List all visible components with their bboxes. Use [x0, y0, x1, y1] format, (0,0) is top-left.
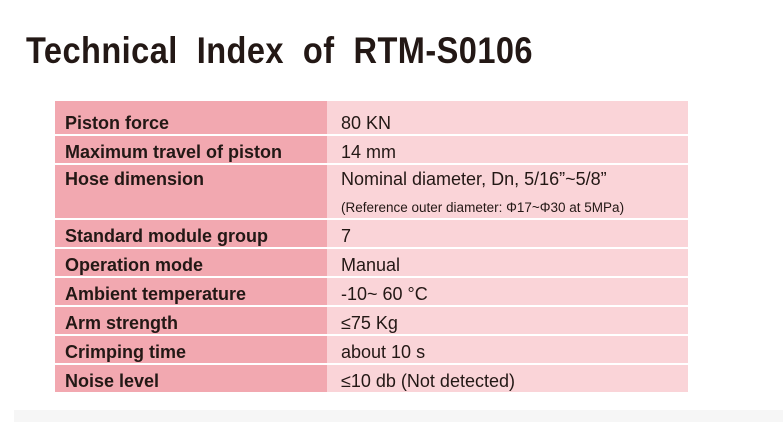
value-text: Nominal diameter, Dn, 5/16”~5/8” — [341, 169, 607, 189]
row-value: -10~ 60 °C — [327, 277, 688, 307]
row-value: Manual — [327, 248, 688, 278]
row-label: Arm strength — [55, 306, 327, 336]
table-row: Crimping time about 10 s — [55, 335, 688, 365]
row-value: Nominal diameter, Dn, 5/16”~5/8” (Referen… — [327, 164, 688, 220]
table-row: Standard module group 7 — [55, 219, 688, 249]
row-label: Ambient temperature — [55, 277, 327, 307]
row-value: ≤10 db (Not detected) — [327, 364, 688, 394]
shadow — [14, 410, 783, 422]
title: Technical Index of RTM-S0106 — [26, 30, 533, 71]
row-label: Noise level — [55, 364, 327, 394]
row-label: Maximum travel of piston — [55, 135, 327, 165]
table-row: Arm strength ≤75 Kg — [55, 306, 688, 336]
row-label: Hose dimension — [55, 164, 327, 220]
row-label: Crimping time — [55, 335, 327, 365]
row-value: 14 mm — [327, 135, 688, 165]
table-row: Operation mode Manual — [55, 248, 688, 278]
table-row: Maximum travel of piston 14 mm — [55, 135, 688, 165]
row-label: Standard module group — [55, 219, 327, 249]
table-row: Piston force 80 KN — [55, 101, 688, 136]
table-row: Ambient temperature -10~ 60 °C — [55, 277, 688, 307]
row-label: Operation mode — [55, 248, 327, 278]
row-label: Piston force — [55, 101, 327, 136]
spec-table: Piston force 80 KN Maximum travel of pisto… — [55, 101, 688, 394]
table-row: Hose dimension Nominal diameter, Dn, 5/16… — [55, 164, 688, 220]
table-row: Noise level ≤10 db (Not detected) — [55, 364, 688, 394]
value-note: (Reference outer diameter: Φ17~Φ30 at 5M… — [341, 200, 625, 215]
row-value: about 10 s — [327, 335, 688, 365]
row-value: 7 — [327, 219, 688, 249]
row-value: ≤75 Kg — [327, 306, 688, 336]
row-value: 80 KN — [327, 101, 688, 136]
